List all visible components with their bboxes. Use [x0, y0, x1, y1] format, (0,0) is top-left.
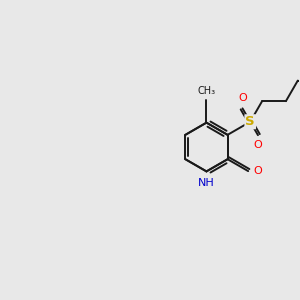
- Text: CH₃: CH₃: [197, 86, 215, 96]
- Text: O: O: [254, 140, 262, 150]
- Text: NH: NH: [198, 178, 215, 188]
- Text: O: O: [253, 166, 262, 176]
- Text: S: S: [245, 115, 255, 128]
- Text: O: O: [238, 93, 247, 103]
